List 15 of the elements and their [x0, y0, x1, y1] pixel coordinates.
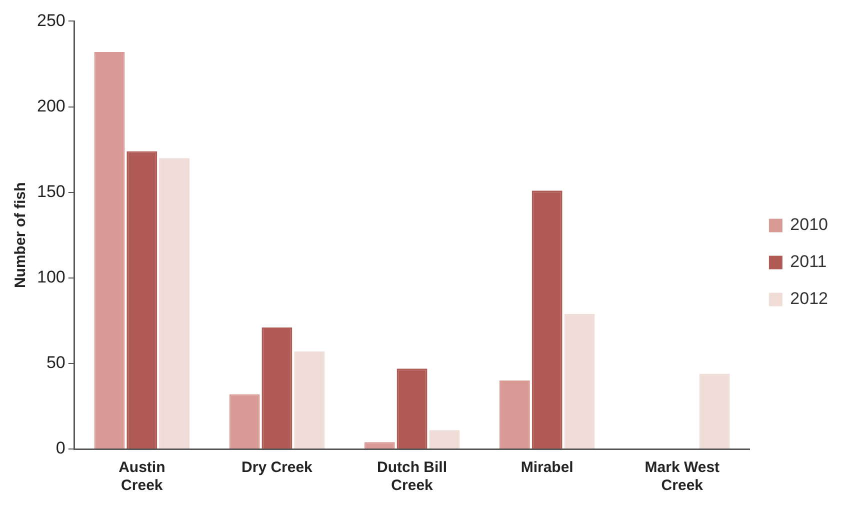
x-tick-label: Mirabel	[520, 459, 574, 476]
y-tick-label: 100	[36, 268, 66, 287]
y-tick-label: 0	[56, 438, 66, 458]
legend-label: 2012	[790, 289, 828, 308]
y-tick-label: 150	[36, 182, 66, 202]
y-tick-label: 200	[36, 96, 66, 116]
legend-label: 2010	[790, 215, 828, 234]
y-tick-label: 250	[36, 10, 66, 30]
x-tick-label: Austin Creek	[118, 459, 166, 494]
x-tick-label: Dry Creek	[242, 459, 314, 476]
x-tick-label: Dutch Bill Creek	[377, 459, 448, 494]
x-tick-label: Mark West Creek	[644, 459, 720, 494]
y-tick-label: 50	[46, 353, 66, 372]
y-axis-title: Number of fish	[12, 182, 30, 288]
legend-label: 2011	[790, 252, 827, 272]
